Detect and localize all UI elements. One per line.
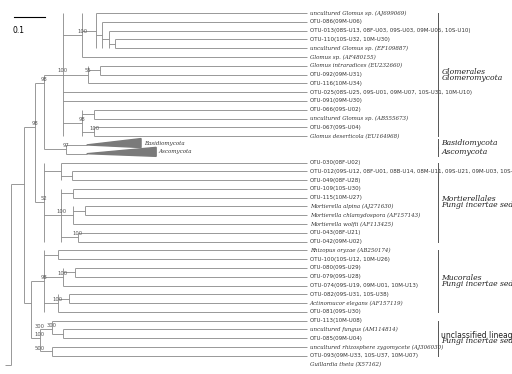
Text: Rhizopus oryzae (AB250174): Rhizopus oryzae (AB250174): [310, 248, 390, 253]
Text: 98: 98: [41, 275, 48, 280]
Text: uncultured Glomus sp. (EF109887): uncultured Glomus sp. (EF109887): [310, 46, 408, 51]
Text: uncultured fungus (AM114814): uncultured fungus (AM114814): [310, 327, 397, 332]
Text: OTU-085(09M-U04): OTU-085(09M-U04): [310, 336, 362, 341]
Text: 300: 300: [47, 324, 57, 328]
Polygon shape: [87, 147, 156, 156]
Text: OTU-082(09S-U31, 10S-U38): OTU-082(09S-U31, 10S-U38): [310, 292, 389, 297]
Text: 100: 100: [35, 332, 45, 337]
Text: Glomus sp. (AF480155): Glomus sp. (AF480155): [310, 54, 375, 60]
Text: OTU-100(10S-U12, 10M-U26): OTU-100(10S-U12, 10M-U26): [310, 257, 390, 262]
Text: Mortierella alpina (AJ271630): Mortierella alpina (AJ271630): [310, 204, 393, 209]
Text: 100: 100: [57, 271, 68, 276]
Text: OTU-067(09S-U04): OTU-067(09S-U04): [310, 125, 361, 130]
Text: OTU-049(08F-U28): OTU-049(08F-U28): [310, 178, 361, 183]
Text: 98: 98: [79, 117, 86, 122]
Text: Mucorales: Mucorales: [441, 274, 482, 282]
Text: OTU-042(09M-U02): OTU-042(09M-U02): [310, 239, 362, 244]
Text: Glomus deserticola (EU164968): Glomus deserticola (EU164968): [310, 134, 399, 139]
Text: Fungi incertae sedis: Fungi incertae sedis: [441, 337, 512, 345]
Text: Mortierella chlamydospora (AF157143): Mortierella chlamydospora (AF157143): [310, 212, 420, 218]
Text: OTU-074(09S-U19, 09M-U01, 10M-U13): OTU-074(09S-U19, 09M-U01, 10M-U13): [310, 283, 418, 288]
Text: Mortierella wolfii (AF113425): Mortierella wolfii (AF113425): [310, 221, 393, 227]
Text: 98: 98: [41, 77, 48, 82]
Text: OTU-113(10M-U08): OTU-113(10M-U08): [310, 318, 362, 323]
Text: 500: 500: [35, 346, 45, 352]
Text: uncultured rhizosphere zygomycete (AJ306030): uncultured rhizosphere zygomycete (AJ306…: [310, 344, 443, 350]
Text: 0.1: 0.1: [12, 26, 24, 35]
Text: 52: 52: [41, 196, 48, 201]
Text: OTU-066(09S-U02): OTU-066(09S-U02): [310, 107, 361, 112]
Text: Glomus intraradices (EU232660): Glomus intraradices (EU232660): [310, 63, 402, 68]
Text: OTU-086(09M-U06): OTU-086(09M-U06): [310, 19, 362, 24]
Text: unclassified lineage: unclassified lineage: [441, 331, 512, 340]
Text: OTU-093(09M-U33, 10S-U37, 10M-U07): OTU-093(09M-U33, 10S-U37, 10M-U07): [310, 353, 418, 358]
Text: OTU-025(08S-U25, 09S-U01, 09M-U07, 10S-U31, 10M-U10): OTU-025(08S-U25, 09S-U01, 09M-U07, 10S-U…: [310, 90, 472, 95]
Text: 97: 97: [62, 143, 69, 148]
Text: OTU-110(10S-U32, 10M-U30): OTU-110(10S-U32, 10M-U30): [310, 37, 390, 42]
Text: Fungi incertae sedis: Fungi incertae sedis: [441, 280, 512, 288]
Text: 100: 100: [89, 126, 99, 131]
Text: Ascomycota: Ascomycota: [159, 149, 192, 154]
Text: Ascomycota: Ascomycota: [441, 148, 487, 156]
Text: Basidiomycota: Basidiomycota: [143, 141, 184, 145]
Text: 55: 55: [85, 68, 92, 73]
Text: Fungi incertae sedis: Fungi incertae sedis: [441, 201, 512, 209]
Text: OTU-012(09S-U12, 08F-U01, 08B-U14, 08M-U11, 09S-U21, 09M-U03, 10S-U11, 10M-U09): OTU-012(09S-U12, 08F-U01, 08B-U14, 08M-U…: [310, 169, 512, 174]
Text: uncultured Glomus sp. (AJ699069): uncultured Glomus sp. (AJ699069): [310, 10, 406, 16]
Text: 98: 98: [32, 121, 39, 126]
Text: Glomerales: Glomerales: [441, 68, 485, 76]
Text: 100: 100: [77, 29, 87, 34]
Text: OTU-081(09S-U30): OTU-081(09S-U30): [310, 309, 361, 315]
Text: OTU-091(09M-U30): OTU-091(09M-U30): [310, 98, 362, 104]
Text: OTU-043(08F-U21): OTU-043(08F-U21): [310, 230, 361, 235]
Text: OTU-092(09M-U31): OTU-092(09M-U31): [310, 72, 362, 77]
Text: 100: 100: [57, 68, 68, 73]
Text: Glomeromycota: Glomeromycota: [441, 74, 503, 82]
Text: Mortierellales: Mortierellales: [441, 195, 496, 203]
Text: OTU-115(10M-U27): OTU-115(10M-U27): [310, 195, 362, 200]
Text: OTU-116(10M-U34): OTU-116(10M-U34): [310, 81, 362, 86]
Text: OTU-080(09S-U29): OTU-080(09S-U29): [310, 266, 361, 270]
Text: 100: 100: [56, 209, 66, 214]
Text: 100: 100: [73, 231, 82, 236]
Text: Actinomucor elegans (AF157119): Actinomucor elegans (AF157119): [310, 300, 403, 306]
Text: 300: 300: [35, 325, 45, 329]
Text: OTU-079(09S-U28): OTU-079(09S-U28): [310, 274, 361, 279]
Text: Basidiomycota: Basidiomycota: [441, 139, 498, 147]
Text: OTU-013(08S-U13, 08F-U03, 09S-U03, 09M-U05, 10S-U10): OTU-013(08S-U13, 08F-U03, 09S-U03, 09M-U…: [310, 28, 470, 33]
Polygon shape: [87, 138, 141, 147]
Text: 100: 100: [53, 297, 63, 302]
Text: uncultured Glomus sp. (AB555673): uncultured Glomus sp. (AB555673): [310, 116, 408, 121]
Text: OTU-030(08F-U02): OTU-030(08F-U02): [310, 160, 361, 165]
Text: OTU-109(10S-U30): OTU-109(10S-U30): [310, 186, 361, 191]
Text: Guillardia theta (X57162): Guillardia theta (X57162): [310, 362, 381, 367]
